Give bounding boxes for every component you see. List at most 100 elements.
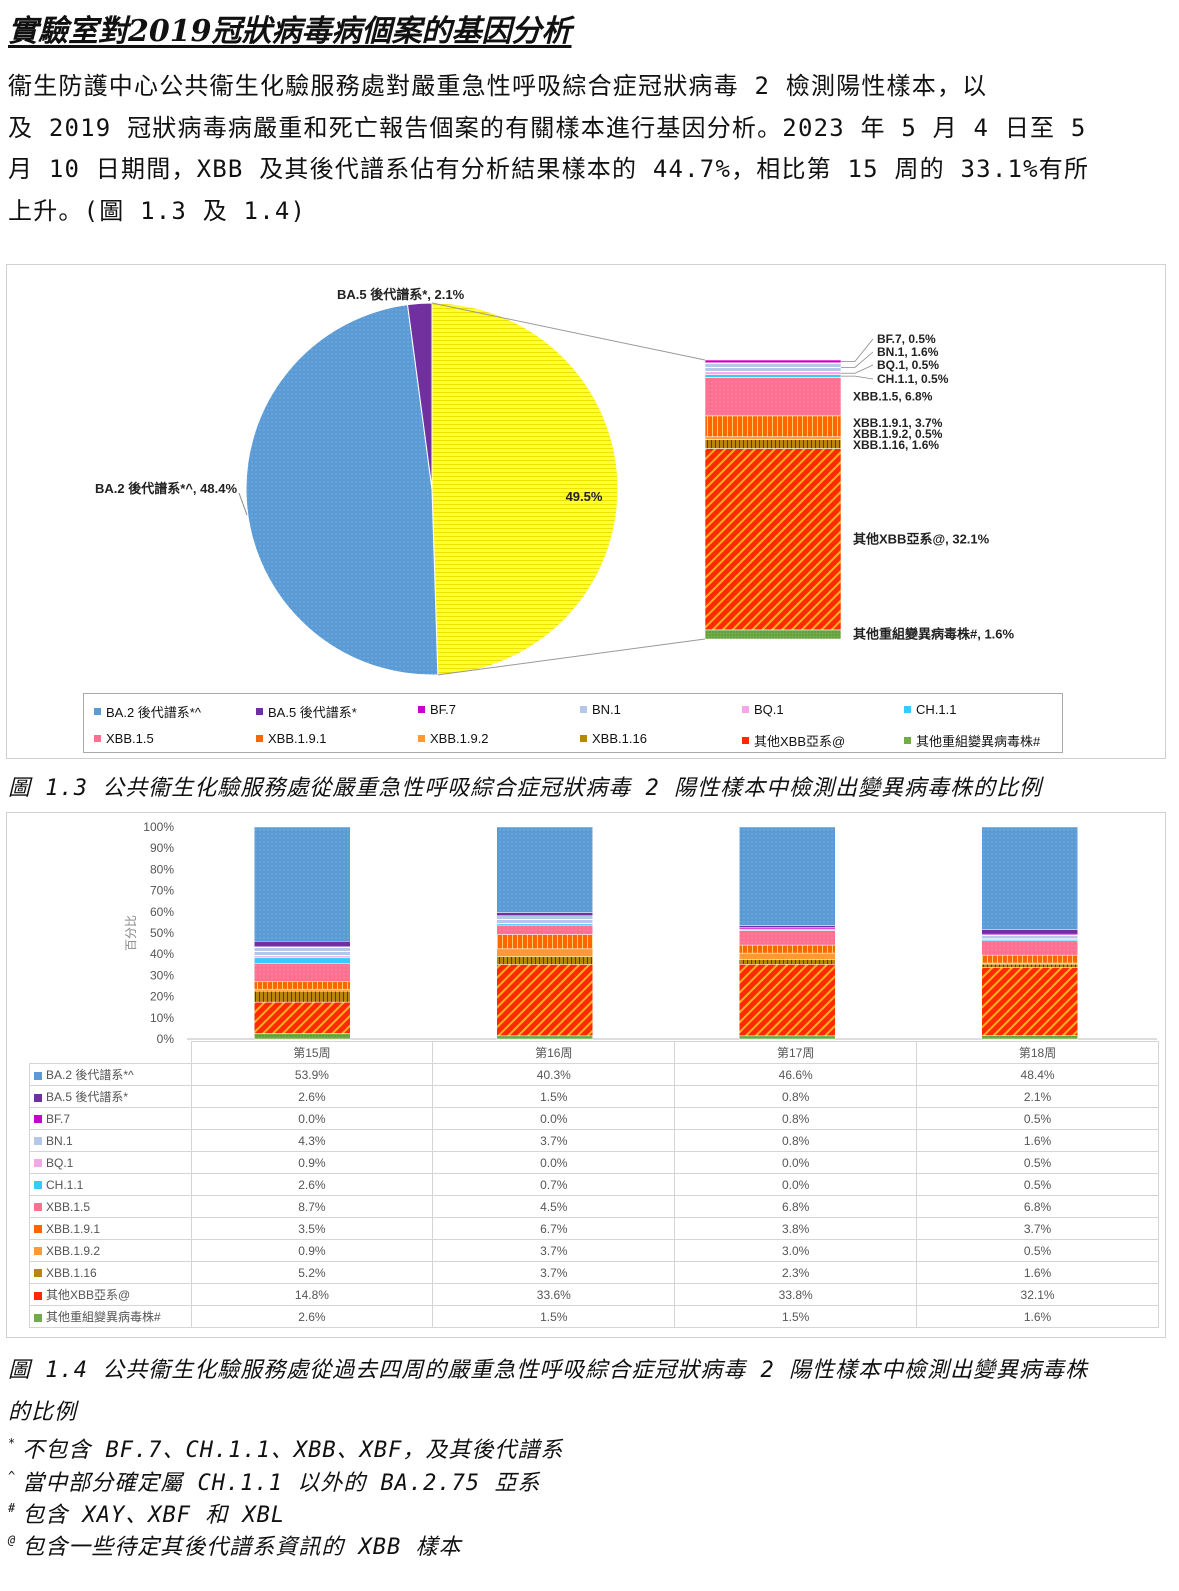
table-cell: 1.5% [432,1305,676,1328]
legend-swatch [256,708,263,715]
bar-segment [981,954,1078,964]
legend-label: BN.1 [592,702,621,717]
stacked-bar-chart: 0% 10% 20% 30% 40% 50% 60% 70% 80% 90% 100% 百分比 [124,820,1157,1046]
bar-segment [981,929,1078,935]
table-row: 其他重組變異病毒株# 2.6% 1.5% 1.5% 1.6% [29,1305,1159,1328]
table-cell: 14.8% [190,1283,434,1306]
bar-segment [739,1035,836,1040]
bar-segment [254,941,351,948]
legend-item: CH.1.1 [904,702,956,717]
row-label-text: XBB.1.5 [46,1199,91,1214]
connector-line [431,302,706,361]
bar-label-xbb15: XBB.1.5, 6.8% [853,390,933,404]
bar-label-other-recomb: 其他重組變異病毒株#, 1.6% [853,626,1015,641]
legend-label: XBB.1.16 [592,731,647,746]
table-cell: 0.0% [432,1151,676,1174]
leader-line [841,338,874,362]
table-cell: 0.5% [916,1173,1159,1196]
y-tick-label: 30% [150,968,174,982]
table-corner [30,1042,192,1064]
paragraph-line: 衞生防護中心公共衞生化驗服務處對嚴重急性呼吸綜合症冠狀病毒 2 檢測陽性樣本，以 [8,72,988,100]
y-tick-label: 50% [150,926,174,940]
bar-segment [254,963,351,983]
figure-1-3: BA.5 後代譜系*, 2.1% BA.2 後代譜系*^, 48.4% 49.5% B… [6,264,1166,759]
row-label: 其他XBB亞系@ [29,1283,192,1306]
legend-swatch [580,706,587,713]
table-cell: 33.8% [674,1283,918,1306]
bar-segment [739,928,836,931]
row-label-text: BF.7 [46,1111,71,1126]
legend-swatch [742,706,749,713]
row-label: XBB.1.5 [29,1195,192,1218]
pie-slice-ba2 [245,304,439,676]
table-row: BN.1 4.3% 3.7% 0.8% 1.6% [29,1129,1159,1152]
data-table: 第15周 第16周 第17周 第18周 BA.2 後代譜系*^ 53.9% 40.3% 46.… [29,1041,1159,1328]
pie-label-ba2: BA.2 後代譜系*^, 48.4% [95,481,237,496]
table-row: XBB.1.9.1 3.5% 6.7% 3.8% 3.7% [29,1217,1159,1240]
bar-segment [739,964,836,1037]
row-label: BA.2 後代譜系*^ [29,1063,192,1086]
bar-label-bn1: BN.1, 1.6% [877,345,939,359]
table-cell: 3.7% [432,1261,676,1284]
legend-swatch [34,1137,42,1146]
legend-label: BF.7 [430,702,457,717]
legend-swatch [580,735,587,742]
bar-segment-xbb116 [704,439,842,449]
table-row: XBB.1.9.2 0.9% 3.7% 3.0% 0.5% [29,1239,1159,1262]
table-cell: 3.8% [674,1217,918,1240]
bar-segment [496,826,593,913]
leader-line [841,375,874,380]
table-row: BF.7 0.0% 0.0% 0.8% 0.5% [29,1107,1159,1130]
bar-segment [254,826,351,942]
bar-segment [739,959,836,965]
connector-line [437,638,706,676]
table-cell: 0.0% [674,1151,918,1174]
legend-swatch [34,1225,42,1234]
legend-item: BA.5 後代譜系* [256,702,357,721]
row-label: XBB.1.9.1 [29,1217,192,1240]
figure-1-4-caption-line2: 的比例 [8,1400,78,1425]
legend-swatch [742,737,749,744]
legend-swatch [34,1291,42,1300]
table-cell: 1.5% [674,1305,918,1328]
bar-segment [254,957,351,964]
table-cell: 2.6% [190,1173,434,1196]
table-row: BA.5 後代譜系* 2.6% 1.5% 0.8% 2.1% [29,1085,1159,1108]
bar-label-other-xbb: 其他XBB亞系@, 32.1% [853,531,990,546]
bar-segment-ch11 [704,374,842,378]
bar-segment [981,826,1078,930]
legend-item: BQ.1 [742,702,784,717]
footnote: ^ 當中部分確定屬 CH.1.1 以外的 BA.2.75 亞系 [8,1469,541,1496]
table-cell: 0.0% [674,1173,918,1196]
row-label: BF.7 [29,1107,192,1130]
legend-swatch [34,1313,42,1322]
table-cell: 0.5% [916,1239,1159,1262]
y-tick-label: 20% [150,990,174,1004]
bar-label-ch11: CH.1.1, 0.5% [877,372,949,386]
table-cell: 0.5% [916,1107,1159,1130]
footnote: @ 包含一些待定其後代譜系資訊的 XBB 樣本 [8,1533,462,1560]
bar-label-xbb116: XBB.1.16, 1.6% [853,438,939,452]
y-tick-label: 100% [143,820,174,834]
table-cell: 1.5% [432,1085,676,1108]
footnote: # 包含 XAY、XBF 和 XBL [8,1501,286,1528]
pie-label-ba5: BA.5 後代譜系*, 2.1% [337,287,465,302]
table-cell: 3.0% [674,1239,918,1262]
row-label-text: XBB.1.9.2 [46,1243,101,1258]
row-label-text: XBB.1.16 [46,1265,97,1280]
bar-segment [254,1033,351,1040]
y-axis-label: 百分比 [124,915,138,951]
row-label: CH.1.1 [29,1173,192,1196]
footnote: * 不包含 BF.7、CH.1.1、XBB、XBF，及其後代譜系 [8,1436,564,1463]
legend-swatch [34,1115,42,1124]
legend-swatch [34,1159,42,1168]
bar-segment [496,912,593,916]
bar-segment [496,934,593,950]
y-tick-label: 40% [150,947,174,961]
pie-label-xbb: 49.5% [566,489,603,504]
pie-bar-chart: BA.5 後代譜系*, 2.1% BA.2 後代譜系*^, 48.4% 49.5% B… [95,287,1015,676]
table-cell: 46.6% [674,1063,918,1086]
table-cell: 0.8% [674,1107,918,1130]
table-cell: 0.8% [674,1129,918,1152]
bar-segment [739,826,836,926]
